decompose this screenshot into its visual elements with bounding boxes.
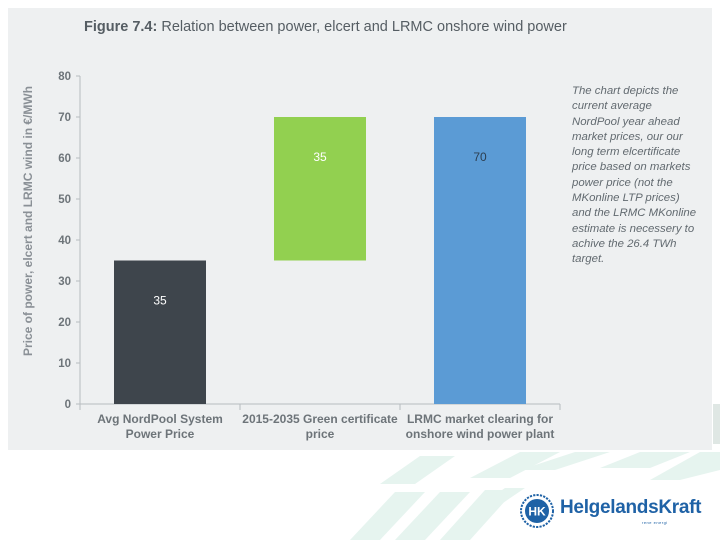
logo-mark-text: HK [528, 505, 546, 519]
y-tick-label: 30 [58, 276, 71, 288]
chart-description: The chart depicts the current average No… [572, 85, 697, 266]
y-tick-label: 60 [58, 153, 71, 165]
x-category-label: price [306, 427, 335, 441]
x-category-label: Power Price [126, 427, 195, 441]
figure-title: Figure 7.4: Relation between power, elce… [84, 19, 567, 35]
bar-data-label: 35 [313, 150, 327, 164]
company-logo: HK HelgelandsKraft rene energi [520, 492, 710, 532]
figure-title-text: Relation between power, elcert and LRMC … [161, 19, 567, 35]
y-tick-label: 80 [58, 71, 71, 83]
bar-data-label: 35 [153, 294, 167, 308]
x-category-label: onshore wind power plant [406, 427, 555, 441]
bar-1 [114, 260, 206, 404]
y-tick-label: 10 [58, 358, 71, 370]
y-tick-label: 20 [58, 317, 71, 329]
bar-data-label: 70 [473, 150, 487, 164]
bar-3 [434, 117, 526, 404]
logo-name: HelgelandsKraft [560, 497, 702, 518]
x-category-label: Avg NordPool System [97, 412, 223, 426]
y-tick-label: 0 [65, 399, 71, 411]
logo-tagline: rene energi [642, 520, 668, 525]
logo-icon: HK [520, 494, 554, 528]
y-tick-label: 50 [58, 194, 71, 206]
x-category-label: LRMC market clearing for [407, 412, 553, 426]
figure-number: Figure 7.4: [84, 19, 158, 35]
y-tick-label: 40 [58, 235, 71, 247]
y-tick-label: 70 [58, 112, 71, 124]
x-category-label: 2015-2035 Green certificate [242, 412, 398, 426]
bar-2 [274, 117, 366, 261]
